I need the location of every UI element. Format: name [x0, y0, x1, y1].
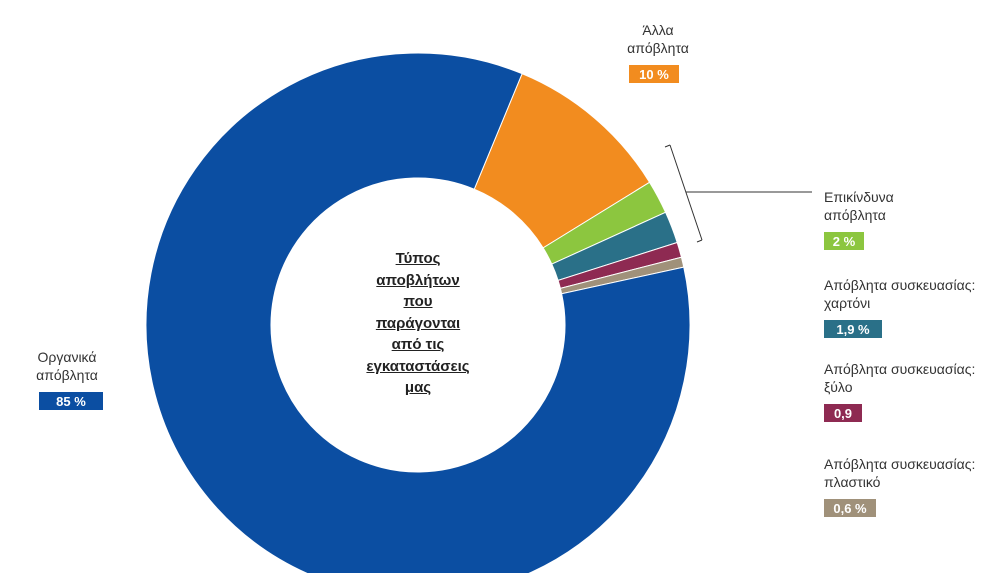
bracket-ends — [664, 144, 703, 243]
label-other: Άλλα — [642, 22, 673, 38]
badge-plastic — [824, 499, 876, 517]
chart-title-line: αποβλήτων — [376, 271, 460, 289]
chart-title-line: παράγονται — [375, 314, 461, 332]
label-other: απόβλητα — [627, 40, 689, 56]
chart-title-line: εγκαταστάσεις — [366, 357, 470, 375]
label-organic: Οργανικά — [38, 349, 97, 365]
label-organic: απόβλητα — [36, 367, 98, 383]
value-label-paper: 1,9 % — [836, 322, 870, 337]
badge-other — [629, 65, 679, 83]
value-label-other: 10 % — [639, 67, 669, 82]
chart-title-line: που — [403, 293, 433, 310]
label-wood: ξύλο — [824, 379, 853, 395]
label-plastic: Απόβλητα συσκευασίας: — [824, 456, 975, 472]
label-hazardous: Επικίνδυνα — [824, 189, 894, 205]
label-plastic: πλαστικό — [824, 474, 881, 490]
value-label-hazardous: 2 % — [833, 234, 856, 249]
value-label-wood: 0,9 — [834, 406, 852, 421]
badge-paper — [824, 320, 882, 338]
badge-organic — [39, 392, 103, 410]
label-paper: χαρτόνι — [824, 295, 870, 311]
chart-title: Τύπος αποβλήτων που παράγονται από τις εγκατα… — [318, 248, 518, 399]
chart-title-line: από τις — [391, 336, 445, 353]
label-hazardous: απόβλητα — [824, 207, 886, 223]
badge-hazardous — [824, 232, 864, 250]
label-paper: Απόβλητα συσκευασίας: — [824, 277, 975, 293]
badge-wood — [824, 404, 862, 422]
value-label-organic: 85 % — [56, 394, 86, 409]
slice-organic — [145, 52, 691, 573]
chart-title-line: μας — [404, 379, 432, 396]
value-label-plastic: 0,6 % — [833, 501, 867, 516]
chart-title-line: Τύπος — [395, 250, 441, 267]
label-wood: Απόβλητα συσκευασίας: — [824, 361, 975, 377]
